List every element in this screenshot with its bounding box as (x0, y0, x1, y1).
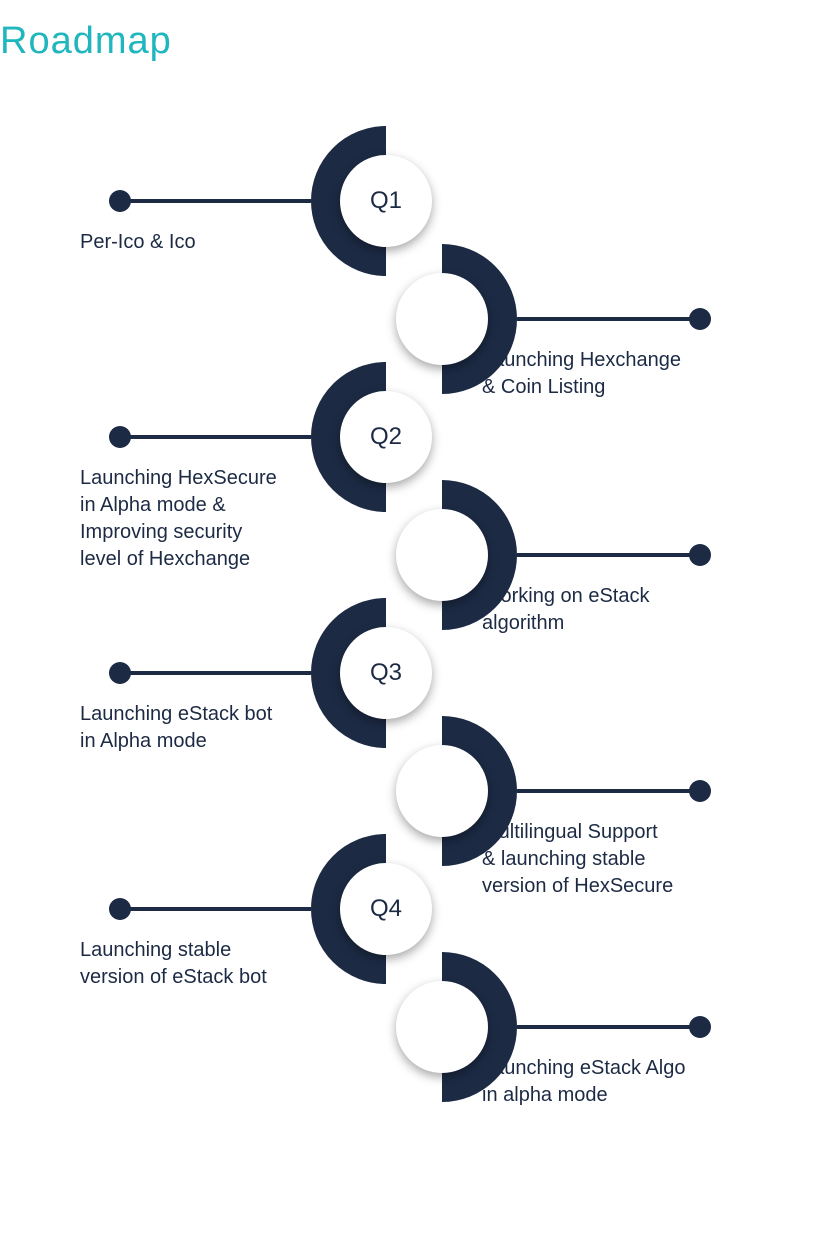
milestone-label: Q3 (370, 659, 402, 687)
connector-dot-icon (109, 898, 131, 920)
connector-dot-icon (689, 1016, 711, 1038)
connector-line (517, 553, 700, 557)
milestone-description: Launching HexSecure in Alpha mode & Impr… (80, 465, 340, 573)
milestone-node (396, 273, 488, 365)
connector-line (517, 789, 700, 793)
milestone-description: Per-Ico & Ico (80, 229, 340, 256)
connector-line (120, 435, 311, 439)
connector-line (517, 317, 700, 321)
milestone-label: Q1 (370, 187, 402, 215)
connector-dot-icon (689, 780, 711, 802)
milestone-description: Launching eStack Algo in alpha mode (482, 1055, 772, 1109)
connector-line (120, 199, 311, 203)
connector-dot-icon (109, 190, 131, 212)
milestone-node (396, 981, 488, 1073)
milestone-node-q1: Q1 (340, 155, 432, 247)
milestone-description: Launching eStack bot in Alpha mode (80, 701, 340, 755)
milestone-node-q4: Q4 (340, 863, 432, 955)
milestone-description: Launching stable version of eStack bot (80, 937, 340, 991)
connector-line (517, 1025, 700, 1029)
roadmap-diagram: Q1 Q2 Q3 Q4 Per-Ico & Ico Launching Hexchange… (0, 155, 829, 1255)
connector-line (120, 671, 311, 675)
connector-dot-icon (689, 308, 711, 330)
milestone-label: Q2 (370, 423, 402, 451)
milestone-node-q2: Q2 (340, 391, 432, 483)
connector-dot-icon (109, 426, 131, 448)
milestone-description: Multilingual Support & launching stable … (482, 819, 772, 900)
milestone-node (396, 509, 488, 601)
milestone-description: Working on eStack algorithm (482, 583, 772, 637)
connector-line (120, 907, 311, 911)
connector-dot-icon (689, 544, 711, 566)
connector-dot-icon (109, 662, 131, 684)
page-title: Roadmap (0, 20, 172, 63)
milestone-label: Q4 (370, 895, 402, 923)
milestone-node (396, 745, 488, 837)
milestone-node-q3: Q3 (340, 627, 432, 719)
milestone-description: Launching Hexchange & Coin Listing (482, 347, 772, 401)
